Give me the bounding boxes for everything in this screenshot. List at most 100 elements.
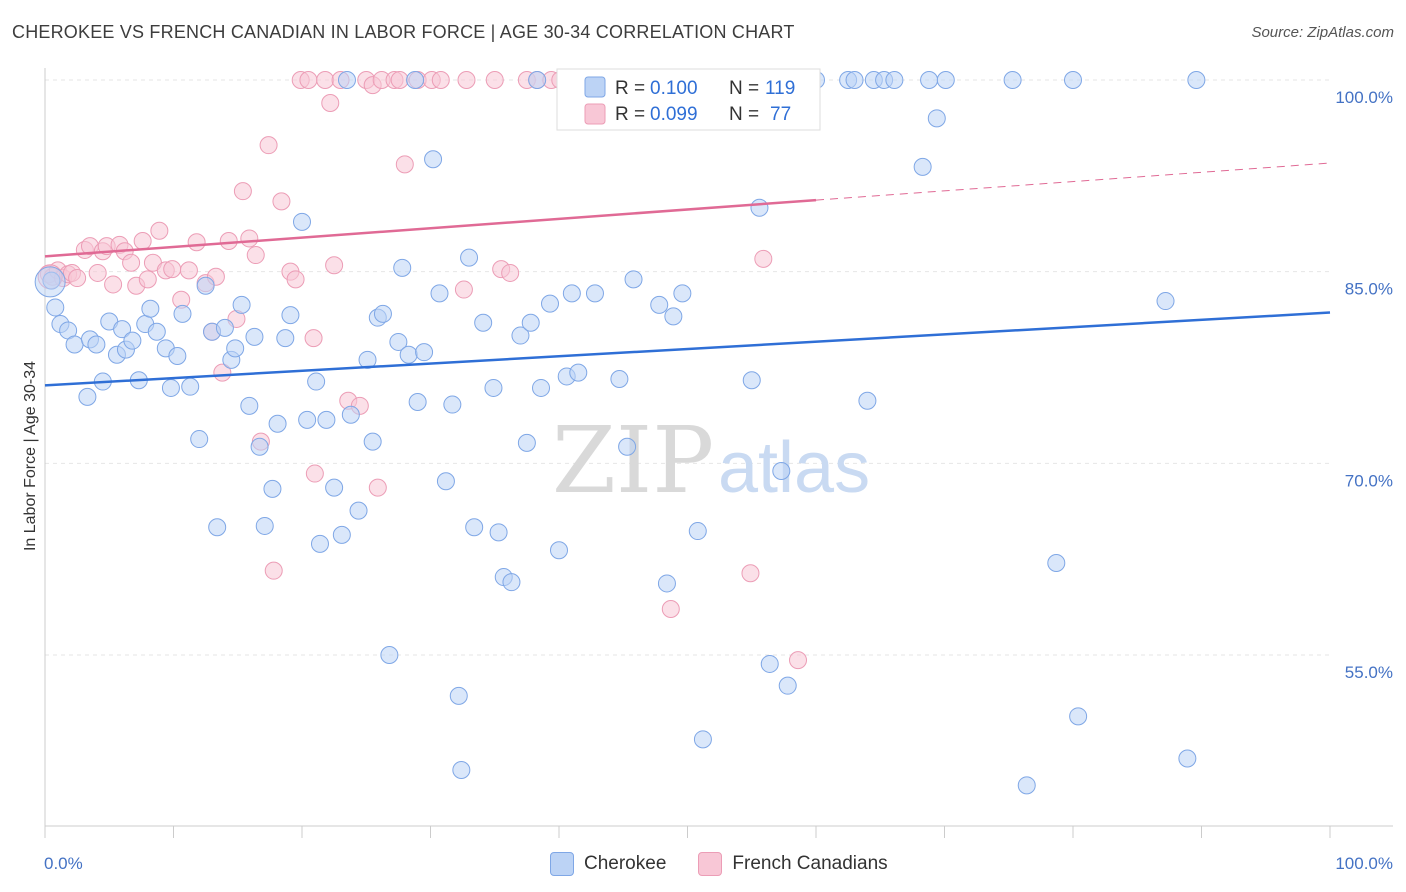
point-french-canadians-29 xyxy=(213,363,232,382)
points-cherokee xyxy=(34,71,1206,795)
point-cherokee-68 xyxy=(474,313,493,332)
point-cherokee-88 xyxy=(624,270,643,289)
point-cherokee-73 xyxy=(511,326,530,345)
point-cherokee-95 xyxy=(693,730,712,749)
point-cherokee-46 xyxy=(337,71,356,89)
point-cherokee-36 xyxy=(268,414,287,433)
point-french-canadians-32 xyxy=(233,182,252,201)
point-french-canadians-61 xyxy=(454,280,473,299)
point-cherokee-50 xyxy=(363,432,382,451)
point-cherokee-21 xyxy=(173,304,192,323)
point-french-canadians-56 xyxy=(390,71,409,89)
point-french-canadians-24 xyxy=(179,261,198,280)
point-cherokee-70 xyxy=(489,523,508,542)
point-cherokee-99 xyxy=(772,462,791,480)
point-cherokee-65 xyxy=(452,761,471,779)
point-french-canadians-36 xyxy=(259,136,278,155)
point-cherokee-38 xyxy=(281,306,300,325)
point-cherokee-81 xyxy=(562,284,581,303)
point-french-canadians-72 xyxy=(661,600,680,618)
point-french-canadians-34 xyxy=(246,246,265,265)
point-cherokee-66 xyxy=(460,248,479,267)
point-cherokee-98 xyxy=(760,654,779,673)
legend-swatch-cherokee xyxy=(584,76,606,98)
point-cherokee-33 xyxy=(250,437,269,456)
legend-item-cherokee: Cherokee xyxy=(550,852,666,876)
point-cherokee-79 xyxy=(550,541,568,560)
point-cherokee-39 xyxy=(293,212,311,231)
point-cherokee-1 xyxy=(46,298,65,317)
point-cherokee-54 xyxy=(389,332,408,351)
legend-bottom: Cherokee French Canadians xyxy=(550,852,920,876)
point-cherokee-82 xyxy=(569,363,588,382)
y-tick-label-3: 55.0% xyxy=(1345,663,1393,682)
point-cherokee-69 xyxy=(484,378,503,397)
watermark-atlas: atlas xyxy=(718,428,870,508)
point-french-canadians-46 xyxy=(321,94,340,112)
point-french-canadians-33 xyxy=(240,229,259,248)
point-french-canadians-45 xyxy=(316,71,335,89)
point-cherokee-30 xyxy=(232,295,251,314)
y-axis-label: In Labor Force | Age 30-34 xyxy=(22,361,39,551)
point-cherokee-62 xyxy=(436,472,455,491)
point-cherokee-52 xyxy=(373,304,392,323)
point-cherokee-109 xyxy=(920,71,939,89)
point-french-canadians-47 xyxy=(325,256,344,275)
point-cherokee-86 xyxy=(610,370,629,388)
tick-labels: 100.0% 85.0% 70.0% 55.0% 0.0% 100.0% xyxy=(44,88,1393,873)
point-cherokee-47 xyxy=(341,405,360,424)
point-french-canadians-15 xyxy=(122,253,141,272)
point-cherokee-108 xyxy=(913,157,932,176)
point-cherokee-77 xyxy=(532,378,551,397)
point-cherokee-35 xyxy=(263,479,282,498)
point-french-canadians-22 xyxy=(163,260,182,279)
legend-item-french-canadians: French Canadians xyxy=(698,852,888,876)
trend-line-french-canadians-projection xyxy=(815,162,1331,201)
point-cherokee-4 xyxy=(65,335,84,354)
point-french-canadians-73 xyxy=(741,564,760,583)
point-cherokee-112 xyxy=(1003,71,1022,89)
point-french-canadians-60 xyxy=(431,71,450,89)
trend-lines xyxy=(44,162,1331,387)
point-cherokee-114 xyxy=(1047,554,1066,572)
watermark-zip: ZIP xyxy=(552,407,714,514)
axes xyxy=(44,68,1393,838)
trend-line-french-canadians xyxy=(44,198,817,258)
legend-n-value-1: 119 xyxy=(765,78,795,99)
point-cherokee-cluster xyxy=(34,266,66,298)
point-french-canadians-42 xyxy=(299,71,318,89)
point-cherokee-43 xyxy=(317,410,336,429)
point-cherokee-57 xyxy=(406,71,425,89)
y-tick-label-0: 100.0% xyxy=(1335,88,1393,107)
y-tick-label-2: 70.0% xyxy=(1345,471,1393,490)
legend-label: Cherokee xyxy=(584,853,667,874)
y-tick-label-1: 85.0% xyxy=(1345,280,1393,299)
point-cherokee-78 xyxy=(541,294,560,313)
point-cherokee-91 xyxy=(657,574,676,593)
chart-source: Source: ZipAtlas.com xyxy=(1251,24,1394,41)
point-cherokee-74 xyxy=(517,433,536,452)
legend-n-label-1: N = xyxy=(729,78,759,99)
legend-n-value-2: 77 xyxy=(770,104,791,125)
point-french-canadians-63 xyxy=(485,71,504,89)
point-cherokee-11 xyxy=(113,320,132,339)
point-french-canadians-18 xyxy=(138,270,157,289)
point-cherokee-92 xyxy=(664,307,683,326)
legend-r-label-2: R = xyxy=(615,104,645,125)
legend-r-value-2: 0.099 xyxy=(650,104,698,125)
point-french-canadians-65 xyxy=(501,263,520,282)
point-cherokee-32 xyxy=(245,327,264,346)
point-cherokee-119 xyxy=(1187,71,1206,89)
point-cherokee-104 xyxy=(858,391,877,410)
legend-swatch-french-canadians xyxy=(584,103,606,125)
legend-n-label-2: N = xyxy=(729,104,759,125)
x-tick-label-1: 100.0% xyxy=(1335,854,1393,873)
legend-swatch xyxy=(550,852,574,876)
point-cherokee-23 xyxy=(190,430,209,449)
point-cherokee-17 xyxy=(147,322,166,341)
point-cherokee-53 xyxy=(380,646,399,664)
point-cherokee-63 xyxy=(443,395,462,414)
point-cherokee-45 xyxy=(332,525,351,544)
point-cherokee-55 xyxy=(393,258,412,277)
point-french-canadians-17 xyxy=(133,232,152,250)
